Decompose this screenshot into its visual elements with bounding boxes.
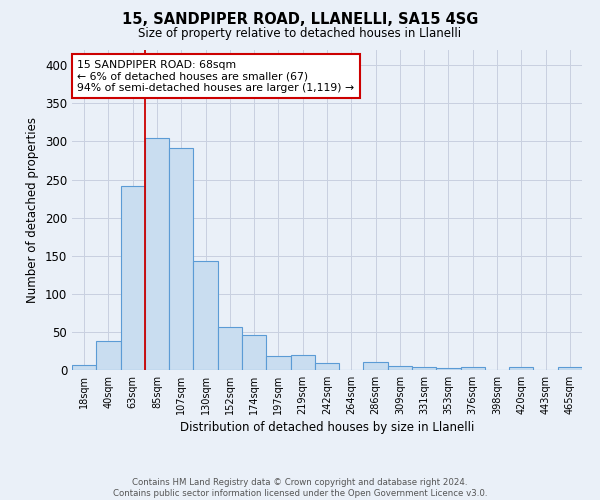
Bar [436, 368, 461, 370]
Bar [290, 355, 315, 370]
Bar [412, 367, 436, 370]
Bar [145, 138, 169, 370]
Bar [266, 356, 290, 370]
Bar [218, 328, 242, 370]
Bar [509, 367, 533, 370]
Text: Contains HM Land Registry data © Crown copyright and database right 2024.
Contai: Contains HM Land Registry data © Crown c… [113, 478, 487, 498]
X-axis label: Distribution of detached houses by size in Llanelli: Distribution of detached houses by size … [180, 421, 474, 434]
Bar [96, 341, 121, 370]
Bar [461, 367, 485, 370]
Bar [364, 362, 388, 370]
Text: Size of property relative to detached houses in Llanelli: Size of property relative to detached ho… [139, 28, 461, 40]
Bar [72, 364, 96, 370]
Bar [558, 367, 582, 370]
Text: 15, SANDPIPER ROAD, LLANELLI, SA15 4SG: 15, SANDPIPER ROAD, LLANELLI, SA15 4SG [122, 12, 478, 28]
Bar [193, 261, 218, 370]
Bar [388, 366, 412, 370]
Bar [242, 335, 266, 370]
Text: 15 SANDPIPER ROAD: 68sqm
← 6% of detached houses are smaller (67)
94% of semi-de: 15 SANDPIPER ROAD: 68sqm ← 6% of detache… [77, 60, 354, 93]
Bar [169, 148, 193, 370]
Y-axis label: Number of detached properties: Number of detached properties [26, 117, 40, 303]
Bar [315, 363, 339, 370]
Bar [121, 186, 145, 370]
